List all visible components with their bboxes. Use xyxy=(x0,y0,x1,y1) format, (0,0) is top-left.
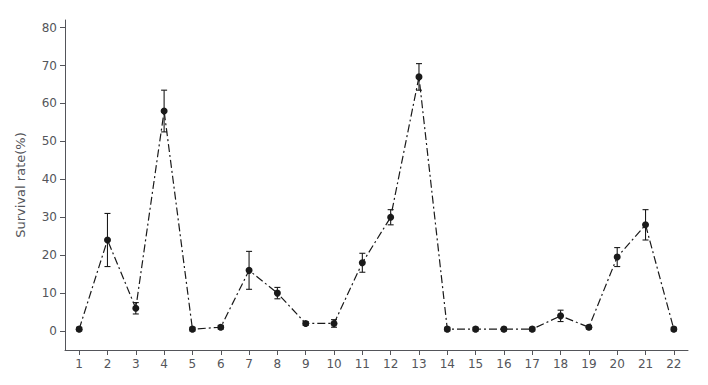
svg-text:14: 14 xyxy=(440,357,455,371)
svg-text:20: 20 xyxy=(42,248,57,262)
svg-text:4: 4 xyxy=(160,357,168,371)
svg-text:40: 40 xyxy=(42,172,57,186)
svg-text:30: 30 xyxy=(42,210,57,224)
svg-text:21: 21 xyxy=(638,357,653,371)
svg-text:17: 17 xyxy=(525,357,540,371)
svg-text:11: 11 xyxy=(355,357,370,371)
svg-text:13: 13 xyxy=(411,357,426,371)
svg-text:3: 3 xyxy=(132,357,140,371)
svg-text:16: 16 xyxy=(496,357,511,371)
svg-text:Survival rate(%): Survival rate(%) xyxy=(13,132,28,237)
svg-text:5: 5 xyxy=(189,357,197,371)
svg-text:70: 70 xyxy=(42,59,57,73)
svg-text:6: 6 xyxy=(217,357,225,371)
svg-text:10: 10 xyxy=(42,286,57,300)
svg-text:60: 60 xyxy=(42,96,57,110)
svg-text:22: 22 xyxy=(666,357,681,371)
svg-text:18: 18 xyxy=(553,357,568,371)
svg-text:1: 1 xyxy=(75,357,83,371)
svg-text:19: 19 xyxy=(581,357,596,371)
svg-text:0: 0 xyxy=(49,324,57,338)
svg-text:2: 2 xyxy=(104,357,112,371)
svg-text:80: 80 xyxy=(42,21,57,35)
svg-text:50: 50 xyxy=(42,134,57,148)
svg-text:9: 9 xyxy=(302,357,310,371)
svg-text:7: 7 xyxy=(245,357,253,371)
svg-text:20: 20 xyxy=(610,357,625,371)
svg-text:8: 8 xyxy=(274,357,282,371)
svg-text:10: 10 xyxy=(326,357,341,371)
svg-text:12: 12 xyxy=(383,357,398,371)
svg-text:15: 15 xyxy=(468,357,483,371)
